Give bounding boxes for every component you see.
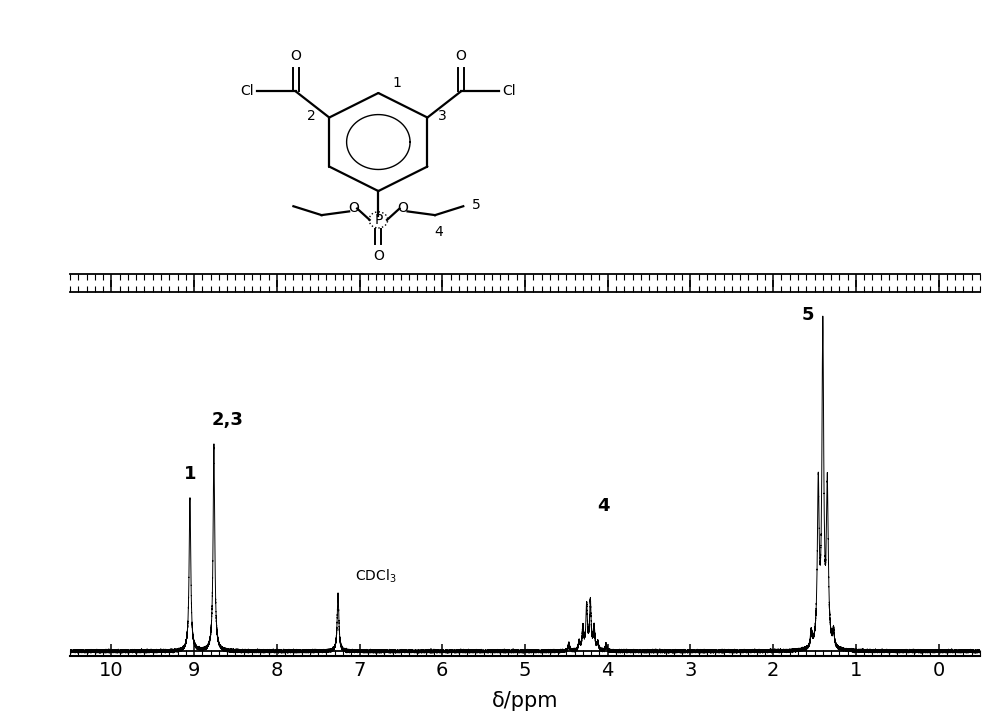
Text: 2: 2	[307, 109, 315, 123]
Text: 4: 4	[434, 225, 443, 239]
Text: O: O	[373, 249, 384, 262]
Text: 1: 1	[184, 465, 196, 483]
Text: 3: 3	[438, 109, 447, 123]
Text: Cl: Cl	[241, 84, 254, 99]
Text: O: O	[455, 50, 466, 63]
Text: 5: 5	[802, 306, 814, 324]
Text: 1: 1	[392, 76, 401, 90]
Text: P: P	[374, 213, 383, 227]
Text: O: O	[397, 200, 408, 215]
Text: O: O	[290, 50, 301, 63]
Text: O: O	[348, 200, 359, 215]
Text: Cl: Cl	[503, 84, 516, 99]
X-axis label: δ/ppm: δ/ppm	[492, 691, 558, 711]
Text: 5: 5	[472, 198, 480, 212]
Text: CDCl$_3$: CDCl$_3$	[355, 567, 397, 585]
Text: 4: 4	[597, 497, 610, 515]
Text: 2,3: 2,3	[211, 411, 243, 429]
